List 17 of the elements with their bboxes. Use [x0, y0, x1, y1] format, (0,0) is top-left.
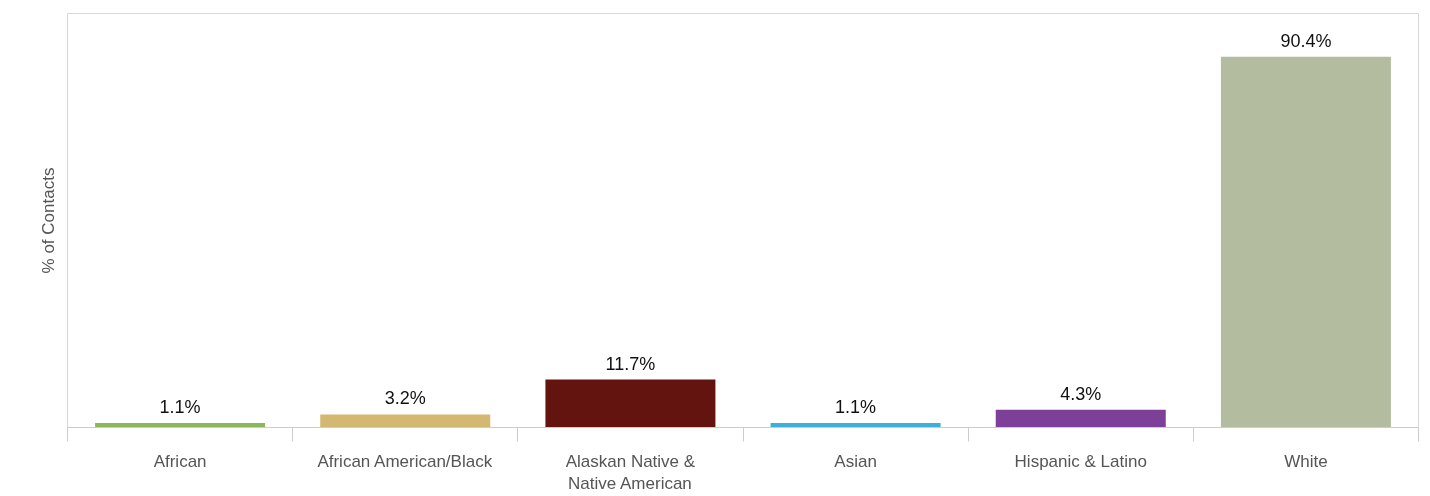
x-tick-label: Alaskan Native & Native American	[565, 451, 696, 494]
x-tick-label: African	[153, 451, 207, 471]
bar	[545, 379, 716, 428]
data-label: 1.1%	[159, 396, 201, 417]
data-label: 4.3%	[1060, 383, 1102, 404]
data-label: 11.7%	[605, 353, 656, 374]
data-label: 90.4%	[1280, 30, 1332, 51]
x-tick-label: Hispanic & Latino	[1014, 451, 1147, 471]
data-label: 1.1%	[835, 396, 877, 417]
bar	[320, 414, 491, 428]
x-tick-label: African American/Black	[317, 451, 493, 471]
data-label: 3.2%	[384, 388, 426, 409]
x-tick-label: White	[1284, 451, 1328, 471]
bar	[995, 409, 1166, 428]
bar	[1220, 56, 1391, 428]
x-tick-label: Asian	[834, 451, 877, 471]
y-axis-title: % of Contacts	[38, 167, 58, 274]
